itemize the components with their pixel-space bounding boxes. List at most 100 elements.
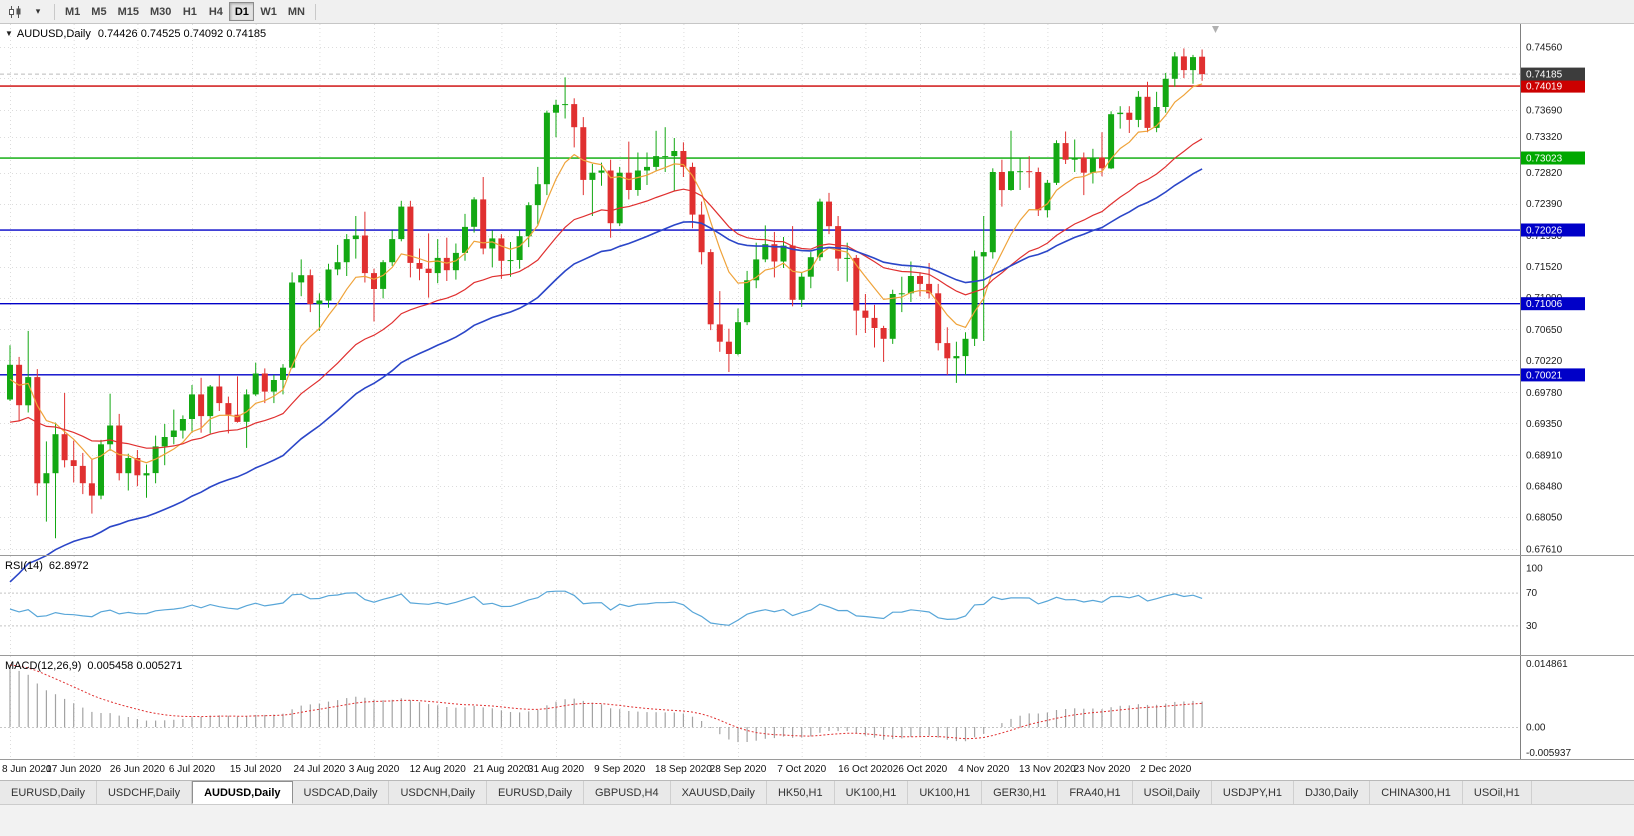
timeframe-button-m30[interactable]: M30 [145,2,176,21]
price-badge [1521,67,1585,81]
price-badge [1521,297,1585,311]
price-badge [1521,151,1585,165]
svg-text:0.73023: 0.73023 [1526,154,1563,165]
time-axis-label: 24 Jul 2020 [293,764,346,775]
toolbar-separator [54,3,55,20]
chart-tab-dj30-daily[interactable]: DJ30,Daily [1294,781,1371,804]
chart-shift-marker[interactable] [1212,26,1219,33]
timeframe-button-m1[interactable]: M1 [60,2,85,21]
chart-menu-caret-button[interactable]: ▾ [27,2,49,21]
time-axis-label: 7 Oct 2020 [777,764,827,775]
moving-average-line-8 [9,83,1203,464]
time-axis-label: 3 Aug 2020 [348,764,400,775]
time-axis-label: 4 Nov 2020 [958,764,1010,775]
svg-text:0.70021: 0.70021 [1526,370,1563,381]
chart-tab-hk50-h1[interactable]: HK50,H1 [766,781,835,804]
chart-tab-uk100-h1[interactable]: UK100,H1 [834,781,909,804]
svg-text:0.71950: 0.71950 [1526,231,1563,242]
svg-text:0.74560: 0.74560 [1526,43,1563,54]
time-axis-label: 13 Nov 2020 [1019,764,1076,775]
svg-text:100: 100 [1526,564,1543,575]
svg-text:0.014861: 0.014861 [1526,659,1568,670]
chart-tab-china300-h1[interactable]: CHINA300,H1 [1370,781,1463,804]
moving-average-line-40 [9,168,1203,583]
time-axis-label: 6 Jul 2020 [168,764,216,775]
status-strip [0,804,1634,836]
time-axis-label: 31 Aug 2020 [527,764,585,775]
toolbar-separator [314,3,316,20]
svg-text:0.68480: 0.68480 [1526,482,1563,493]
timeframe-button-w1[interactable]: W1 [255,2,282,21]
chart-tab-uk100-h1[interactable]: UK100,H1 [908,781,983,804]
svg-text:0.72390: 0.72390 [1526,199,1563,210]
toolbar: ▾ M1 M5 M15 M30 H1 H4 D1 W1 MN [0,0,1634,24]
svg-text:0.70220: 0.70220 [1526,356,1563,367]
time-axis-label: 17 Jun 2020 [46,764,102,775]
chart-tab-gbpusd-h4[interactable]: GBPUSD,H4 [584,781,671,804]
price-chart-surface[interactable]: 0.745600.741300.736900.733200.728200.723… [0,24,1634,761]
macd-signal-line [9,664,1203,740]
chart-tab-usdcad-daily[interactable]: USDCAD,Daily [292,781,390,804]
chart-tab-fra40-h1[interactable]: FRA40,H1 [1058,781,1133,804]
svg-text:0.74019: 0.74019 [1526,82,1563,93]
svg-text:0.72026: 0.72026 [1526,226,1563,237]
timeframe-button-m5[interactable]: M5 [86,2,111,21]
chart-tab-usoil-h1[interactable]: USOil,H1 [1462,781,1532,804]
chart-tab-usdcnh-daily[interactable]: USDCNH,Daily [389,781,488,804]
macd-histogram [9,665,1203,743]
chart-tab-xauusd-daily[interactable]: XAUUSD,Daily [670,781,767,804]
chart-tab-audusd-daily[interactable]: AUDUSD,Daily [192,781,293,804]
svg-text:0.69780: 0.69780 [1526,388,1563,399]
time-axis-label: 16 Oct 2020 [838,764,893,775]
time-axis-label: 28 Sep 2020 [709,764,767,775]
svg-text:0.72820: 0.72820 [1526,168,1563,179]
caret-down-icon: ▾ [35,6,41,16]
chart-style-button[interactable] [4,2,26,21]
svg-text:0.73690: 0.73690 [1526,105,1563,116]
chart-tab-eurusd-daily[interactable]: EURUSD,Daily [0,781,97,804]
timeframe-buttons: M1 M5 M15 M30 H1 H4 D1 W1 MN [60,2,310,21]
timeframe-button-m15[interactable]: M15 [113,2,144,21]
svg-text:0.68050: 0.68050 [1526,513,1563,524]
price-badge [1521,368,1585,382]
chart-tab-ger30-h1[interactable]: GER30,H1 [982,781,1059,804]
time-axis-label: 23 Nov 2020 [1073,764,1131,775]
time-axis-label: 12 Aug 2020 [409,764,466,775]
moving-average-line-25 [9,138,1203,449]
time-axis-label: 26 Oct 2020 [892,764,948,775]
svg-text:0.74185: 0.74185 [1526,70,1563,81]
chart-tab-eurusd-daily[interactable]: EURUSD,Daily [487,781,584,804]
chart-tab-usdjpy-h1[interactable]: USDJPY,H1 [1211,781,1295,804]
time-axis[interactable]: 8 Jun 2020 17 Jun 2020 26 Jun 2020 6 Jul 20… [0,761,1634,780]
time-axis-label: 2 Dec 2020 [1140,764,1192,775]
time-axis-label: 18 Sep 2020 [655,764,712,775]
candles-layer [7,48,1206,539]
price-badge [1521,79,1585,93]
svg-text:0.00: 0.00 [1526,723,1546,734]
timeframe-button-d1[interactable]: D1 [229,2,255,21]
time-axis-label: 8 Jun 2020 [2,764,52,775]
svg-text:70: 70 [1526,588,1538,599]
rsi-line [9,590,1203,626]
timeframe-button-h1[interactable]: H1 [177,2,202,21]
svg-text:0.70650: 0.70650 [1526,325,1563,336]
chart-tab-usoil-daily[interactable]: USOil,Daily [1132,781,1212,804]
chart-area: 0.745600.741300.736900.733200.728200.723… [0,24,1634,761]
svg-text:0.68910: 0.68910 [1526,451,1563,462]
svg-text:-0.005937: -0.005937 [1526,748,1571,759]
price-badge [1521,223,1585,237]
chart-tabs-bar: EURUSD,Daily USDCHF,Daily AUDUSD,Daily USDC… [0,780,1634,804]
time-axis-label: 15 Jul 2020 [229,764,282,775]
svg-text:0.71006: 0.71006 [1526,299,1563,310]
svg-text:0.69350: 0.69350 [1526,419,1563,430]
price-axis[interactable] [1520,24,1634,760]
svg-text:0.67610: 0.67610 [1526,544,1563,555]
time-axis-label: 26 Jun 2020 [109,764,165,775]
time-axis-label: 9 Sep 2020 [594,764,646,775]
timeframe-button-h4[interactable]: H4 [203,2,228,21]
svg-text:30: 30 [1526,621,1538,632]
timeframe-button-mn[interactable]: MN [283,2,310,21]
chart-tab-usdchf-daily[interactable]: USDCHF,Daily [96,781,193,804]
svg-text:0.71520: 0.71520 [1526,262,1563,273]
